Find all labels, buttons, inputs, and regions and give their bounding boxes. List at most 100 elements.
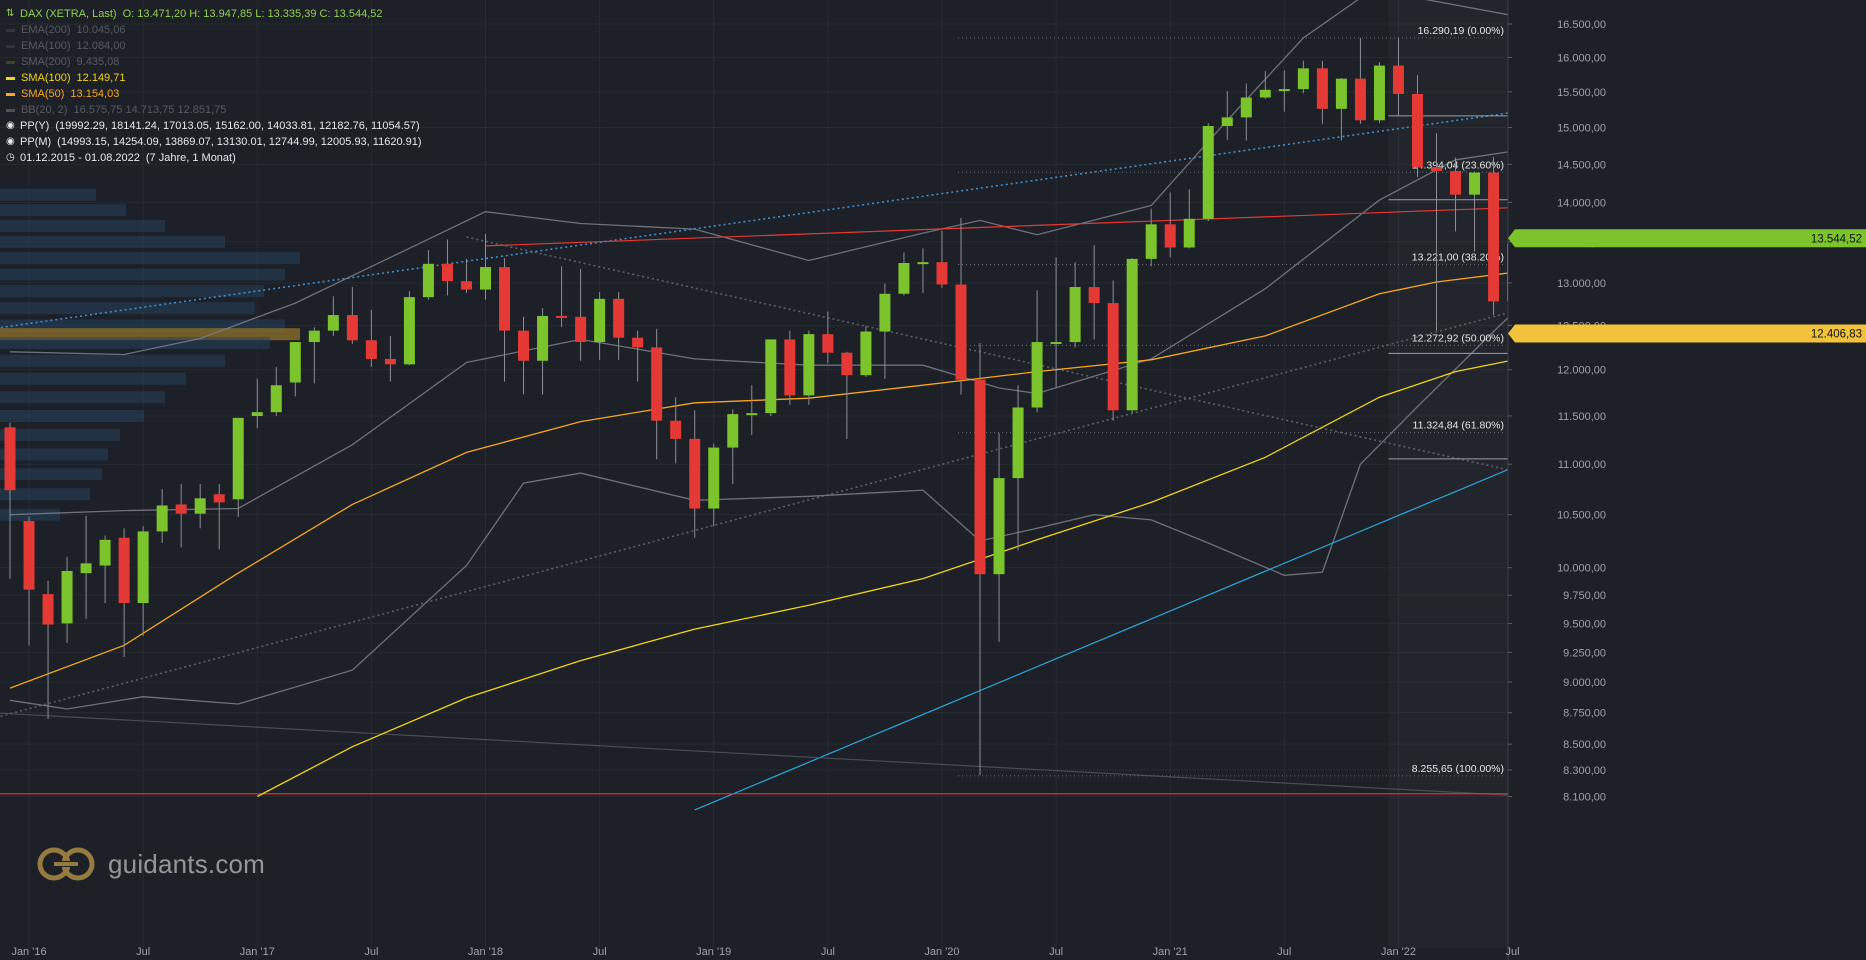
legend-indicator-row[interactable]: SMA(100) 12.149,71 — [6, 70, 422, 86]
candle-down — [632, 337, 644, 348]
volume-profile-bar — [0, 354, 225, 367]
instrument-title[interactable]: DAX (XETRA, Last) — [20, 8, 117, 20]
trendline-gray-long — [0, 712, 1532, 798]
legend-indicator-row[interactable]: EMA(200) 10.045,06 — [6, 22, 422, 38]
candle-down — [175, 504, 187, 514]
volume-profile-bar — [0, 204, 126, 217]
candle-up — [917, 262, 929, 265]
candle-down — [441, 263, 453, 282]
guidants-logo-text: guidants.com — [108, 848, 266, 879]
volume-profile-bar — [0, 448, 108, 461]
candle-up — [803, 334, 815, 396]
time-axis-label: Jan '18 — [468, 946, 503, 958]
legend-indicator-name: SMA(100) — [21, 72, 71, 84]
candle-down — [670, 420, 682, 439]
price-axis-label: 8.750,00 — [1563, 708, 1606, 720]
volume-profile-bar — [0, 336, 270, 349]
candle-down — [613, 298, 625, 338]
candle-up — [746, 413, 758, 416]
candle-up — [99, 539, 111, 566]
range-span: (7 Jahre, 1 Monat) — [145, 152, 236, 164]
legend-pivot-row[interactable]: ◉ PP(Y) (19992.29, 18141.24, 17013.05, 151… — [6, 118, 422, 134]
price-axis-label: 9.750,00 — [1563, 590, 1606, 602]
fib-level-label: 8.255,65 (100.00%) — [1412, 763, 1504, 775]
candles — [4, 37, 1538, 776]
time-axis-label: Jul — [593, 946, 607, 958]
time-axis-label: Jan '16 — [11, 946, 46, 958]
price-axis-label: 11.500,00 — [1558, 411, 1606, 423]
candle-down — [974, 379, 986, 575]
candle-up — [422, 263, 434, 298]
time-axis: Jan '16 Jul Jan '17 Jul Jan '18 Jul Jan '19 Jul… — [11, 946, 1519, 958]
candle-up — [137, 531, 149, 604]
legend-pivot-name: PP(M) — [20, 136, 52, 148]
legend-indicator-name: SMA(200) — [21, 56, 71, 68]
candle-down — [365, 340, 377, 359]
legend-indicator-row[interactable]: SMA(200) 9.435,08 — [6, 54, 422, 70]
candle-up — [1469, 172, 1481, 195]
candle-up — [993, 478, 1005, 575]
legend-indicator-name: EMA(200) — [21, 24, 71, 36]
pivot-icon: ◉ — [6, 136, 15, 147]
candle-up — [1335, 78, 1347, 109]
volume-profile-bar — [0, 235, 225, 248]
candle-up — [1012, 407, 1024, 479]
legend-pivots: ◉ PP(Y) (19992.29, 18141.24, 17013.05, 151… — [6, 118, 422, 150]
candle-down — [23, 520, 35, 590]
candle-up — [1221, 117, 1233, 127]
legend-range-row: ◷ 01.12.2015 - 01.08.2022 (7 Jahre, 1 Mo… — [6, 150, 422, 166]
price-tag-label: 13.544,52 — [1811, 233, 1862, 245]
legend-pivot-row[interactable]: ◉ PP(M) (14993.15, 14254.09, 13869.07, 131… — [6, 134, 422, 150]
legend-indicator-row[interactable]: BB(20, 2) 16.575,75 14.713,75 12.851,75 — [6, 102, 422, 118]
volume-profile-bar — [0, 372, 186, 385]
fibonacci-levels: 16.290,19 (0.00%) 14.394,04 (23.60%) 13.22… — [958, 25, 1506, 777]
time-axis-label: Jul — [364, 946, 378, 958]
price-axis-label: 16.500,00 — [1557, 19, 1606, 31]
legend-indicator-value: 12.149,71 — [76, 72, 126, 84]
legend-indicator-name: BB(20, 2) — [21, 104, 68, 116]
clock-icon: ◷ — [6, 152, 15, 163]
legend-indicator-row[interactable]: SMA(50) 13.154,03 — [6, 86, 422, 102]
time-axis-label: Jan '17 — [240, 946, 275, 958]
ohlc-values: O: 13.471,20 H: 13.947,85 L: 13.335,39 C… — [122, 8, 383, 20]
candle-up — [727, 414, 739, 448]
candle-down — [1392, 65, 1404, 94]
candle-up — [1373, 65, 1385, 121]
time-axis-label: Jul — [1049, 946, 1063, 958]
candle-down — [651, 347, 663, 421]
candle-up — [537, 315, 549, 361]
price-axis: 8.100,00 8.300,00 8.500,00 8.750,00 9.000,00… — [1507, 0, 1866, 960]
candle-down — [1431, 167, 1442, 172]
price-axis-label: 10.000,00 — [1557, 563, 1606, 575]
candle-up — [80, 563, 92, 574]
sma100-line — [256, 355, 1532, 798]
time-axis-label: Jul — [1506, 946, 1520, 958]
candle-up — [594, 298, 606, 343]
price-axis-label: 9.500,00 — [1563, 618, 1606, 630]
candle-up — [1183, 218, 1195, 248]
time-axis-label: Jan '19 — [696, 946, 731, 958]
chart-type-icon[interactable]: ⇅ — [6, 8, 15, 19]
candle-up — [898, 262, 910, 294]
chart-legend: ⇅ DAX (XETRA, Last) O: 13.471,20 H: 13.9… — [6, 6, 422, 166]
candle-down — [955, 284, 967, 380]
price-tag-label: 12.406,83 — [1811, 329, 1862, 341]
legend-indicators: EMA(200) 10.045,06 EMA(100) 12.084,00 SMA(20… — [6, 22, 422, 118]
trendline-blue-dotted — [0, 73, 1779, 329]
legend-pivot-name: PP(Y) — [20, 120, 50, 132]
price-tag-last — [1508, 229, 1866, 248]
candle-up — [61, 570, 73, 624]
candle-up — [765, 339, 777, 414]
price-axis-bg — [1508, 0, 1866, 960]
candle-down — [1411, 93, 1423, 168]
candle-down — [1107, 303, 1119, 411]
candle-down — [1088, 287, 1100, 304]
legend-swatch — [6, 60, 15, 64]
legend-indicator-row[interactable]: EMA(100) 12.084,00 — [6, 38, 422, 54]
candle-up — [1126, 258, 1138, 411]
bb-lower-line — [9, 294, 1533, 710]
candle-down — [118, 537, 130, 604]
price-axis-label: 11.000,00 — [1558, 459, 1606, 471]
date-range: 01.12.2015 - 01.08.2022 — [20, 152, 140, 164]
